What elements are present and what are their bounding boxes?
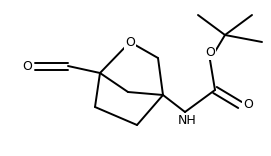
Text: O: O — [125, 36, 135, 49]
Text: O: O — [205, 46, 215, 58]
Text: O: O — [243, 98, 253, 112]
Text: O: O — [22, 59, 32, 73]
Text: NH: NH — [178, 114, 196, 127]
